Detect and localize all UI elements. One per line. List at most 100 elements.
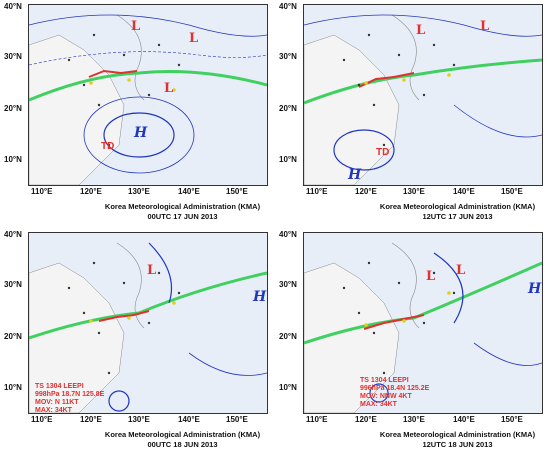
map-graphic — [304, 242, 542, 413]
tropical-storm-info: TS 1304 LEEPI 996hPa 18.4N 125.2E MOV: N… — [360, 377, 430, 408]
lon-label-120e: 120°E — [355, 187, 377, 196]
isobar — [108, 390, 130, 412]
land-mass — [29, 262, 125, 413]
map-credit: Korea Meteorological Administration (KMA… — [379, 202, 536, 211]
lat-label-30n: 30°N — [279, 280, 297, 289]
low-pressure-center: L — [131, 19, 141, 34]
high-pressure-center: H — [528, 281, 542, 297]
coastline — [116, 242, 145, 329]
lat-label-30n: 30°N — [4, 280, 22, 289]
map-time: 00UTC 18 JUN 2013 — [147, 440, 218, 449]
land-mass — [304, 262, 400, 413]
isobar — [29, 14, 267, 37]
synoptic-map: L L H TS 1304 LEEPI 996hPa 18.4N 125.2E … — [303, 232, 543, 414]
low-pressure-center: L — [480, 19, 490, 34]
high-pressure-center: H — [253, 289, 267, 305]
synoptic-map: L L L H TD — [28, 4, 268, 186]
lon-label-110e: 110°E — [31, 187, 53, 196]
tropical-depression-label: TD — [101, 141, 115, 152]
isobar — [473, 342, 542, 366]
stationary-front — [304, 58, 542, 105]
lon-label-140e: 140°E — [178, 415, 200, 424]
isobar — [369, 383, 389, 403]
map-graphic — [29, 242, 267, 413]
map-credit: Korea Meteorological Administration (KMA… — [104, 202, 261, 211]
map-graphic — [29, 14, 267, 185]
warm-front-segment — [88, 69, 138, 78]
lat-label-30n: 30°N — [4, 52, 22, 61]
lon-label-120e: 120°E — [355, 415, 377, 424]
low-pressure-center: L — [164, 81, 174, 96]
lon-label-150e: 150°E — [226, 415, 248, 424]
lat-label-10n: 10°N — [279, 155, 297, 164]
rain-markers — [364, 291, 451, 327]
lon-label-130e: 130°E — [403, 415, 425, 424]
tropical-storm-info: TS 1304 LEEPI 998hPa 18.7N 125.8E MOV: N… — [35, 383, 105, 414]
isobar — [453, 104, 542, 138]
map-graphic — [304, 14, 542, 185]
isobar — [29, 51, 267, 66]
weather-map-panel-3: 40°N 30°N 20°N 10°N L H TS 1304 LEEPI 99… — [0, 228, 275, 456]
coastline — [391, 14, 420, 101]
station-markers — [67, 33, 181, 147]
warm-front-segment — [363, 314, 425, 330]
lon-label-130e: 130°E — [403, 187, 425, 196]
map-credit: Korea Meteorological Administration (KMA… — [379, 430, 536, 439]
map-time: 00UTC 17 JUN 2013 — [147, 212, 218, 221]
rain-markers — [364, 73, 451, 85]
station-markers — [342, 261, 456, 375]
warm-front-segment — [98, 310, 150, 322]
isobar — [148, 242, 173, 304]
lat-label-20n: 20°N — [4, 332, 22, 341]
map-time: 12UTC 17 JUN 2013 — [422, 212, 493, 221]
low-pressure-center: L — [426, 269, 436, 284]
lon-label-150e: 150°E — [226, 187, 248, 196]
high-pressure-center: H — [134, 125, 148, 141]
synoptic-map: L H TS 1304 LEEPI 998hPa 18.7N 125.8E MO… — [28, 232, 268, 414]
isobar — [83, 96, 195, 174]
isobar — [188, 352, 267, 376]
low-pressure-center: L — [189, 31, 199, 46]
lat-label-40n: 40°N — [279, 2, 297, 11]
station-markers — [342, 33, 456, 147]
lat-label-20n: 20°N — [4, 104, 22, 113]
low-pressure-center: L — [416, 23, 426, 38]
weather-map-panel-2: 40°N 30°N 20°N 10°N L L H TD 110°E 120°E… — [275, 0, 550, 228]
lon-label-120e: 120°E — [80, 187, 102, 196]
lon-label-130e: 130°E — [128, 415, 150, 424]
land-mass — [304, 34, 400, 185]
lon-label-150e: 150°E — [501, 415, 523, 424]
weather-map-panel-1: 40°N 30°N 20°N 10°N L L L H TD 110°E — [0, 0, 275, 228]
high-pressure-center: H — [348, 167, 362, 183]
lat-label-40n: 40°N — [279, 230, 297, 239]
land-mass — [29, 34, 125, 185]
lat-label-20n: 20°N — [279, 104, 297, 113]
low-pressure-center: L — [456, 263, 466, 278]
lat-label-40n: 40°N — [4, 230, 22, 239]
lat-label-40n: 40°N — [4, 2, 22, 11]
map-time: 12UTC 18 JUN 2013 — [422, 440, 493, 449]
lon-label-150e: 150°E — [501, 187, 523, 196]
stationary-front — [29, 70, 267, 102]
rain-markers — [89, 78, 176, 92]
lon-label-130e: 130°E — [128, 187, 150, 196]
tropical-depression-label: TD — [376, 147, 390, 158]
rain-markers — [89, 301, 176, 323]
lat-label-10n: 10°N — [279, 383, 297, 392]
lon-label-140e: 140°E — [453, 187, 475, 196]
lat-label-10n: 10°N — [4, 383, 22, 392]
coastline — [116, 14, 145, 101]
isobar — [103, 112, 175, 158]
station-markers — [67, 261, 181, 375]
lat-label-10n: 10°N — [4, 155, 22, 164]
lon-label-110e: 110°E — [306, 187, 328, 196]
lon-label-110e: 110°E — [306, 415, 328, 424]
lon-label-110e: 110°E — [31, 415, 53, 424]
isobar — [333, 129, 395, 171]
weather-map-panel-4: 40°N 30°N 20°N 10°N L L H TS 1304 LEEPI … — [275, 228, 550, 456]
lat-label-20n: 20°N — [279, 332, 297, 341]
lon-label-140e: 140°E — [178, 187, 200, 196]
isobar — [433, 252, 464, 324]
synoptic-map: L L H TD — [303, 4, 543, 186]
lon-label-140e: 140°E — [453, 415, 475, 424]
